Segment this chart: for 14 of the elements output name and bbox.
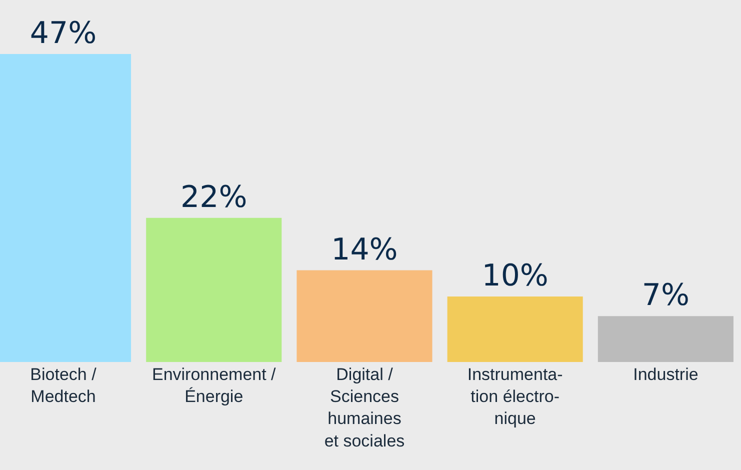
data-label: 47% (30, 16, 97, 51)
bar (296, 270, 432, 362)
data-label: 7% (642, 278, 690, 314)
data-label: 14% (331, 232, 398, 268)
data-label: 22% (180, 180, 248, 215)
x-tick-label: Industrie (633, 365, 698, 384)
data-label: 10% (482, 258, 548, 294)
bar (146, 218, 282, 362)
bar (447, 296, 583, 362)
x-tick-label: Digital / Sciences humaines et sociales (324, 365, 405, 450)
x-tick-label: Biotech / Medtech (30, 365, 97, 406)
x-tick-label: Instrumenta- tion électro- nique (467, 365, 563, 428)
x-tick-label: Environnement / Énergie (152, 365, 276, 406)
bar (598, 316, 734, 362)
